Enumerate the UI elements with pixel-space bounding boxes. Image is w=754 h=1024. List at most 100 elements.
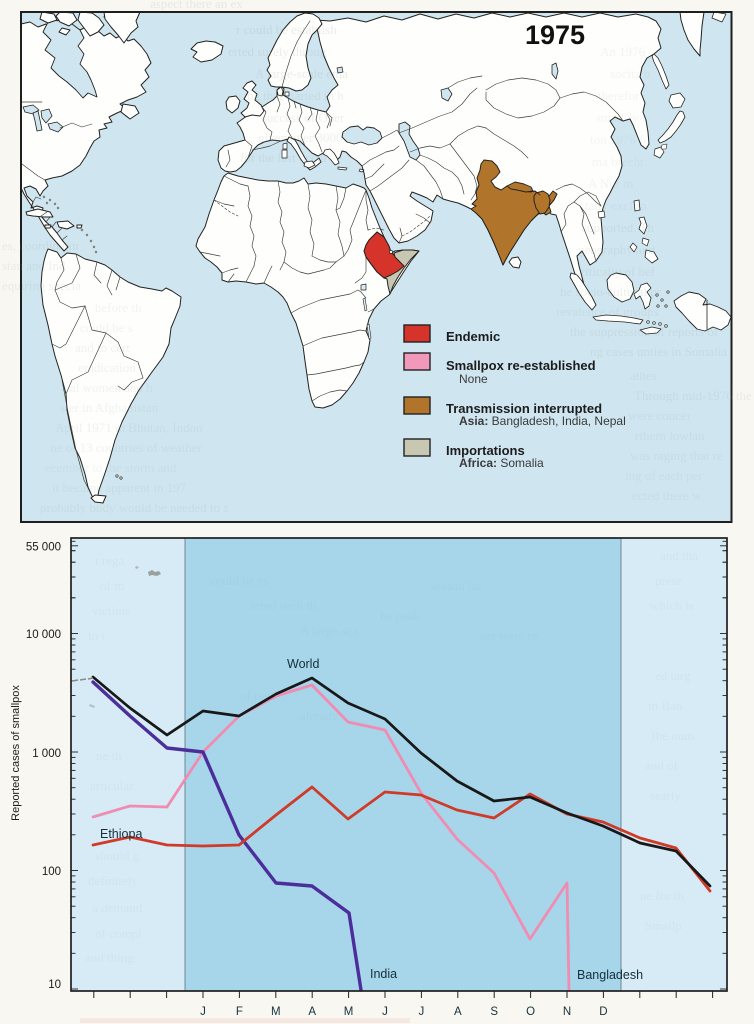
svg-text:victims: victims <box>92 603 130 618</box>
svg-text:ing of each per: ing of each per <box>625 468 703 483</box>
svg-text:A Nur m: A Nur m <box>588 176 634 191</box>
svg-text:geography and: geography and <box>578 242 655 257</box>
svg-text:could be s: could be s <box>80 320 133 335</box>
svg-text:for the last occur: for the last occur <box>240 150 328 165</box>
svg-text:A large-scale ema: A large-scale ema <box>255 66 348 81</box>
svg-text:therefor: therefor <box>598 88 640 103</box>
svg-text:O: O <box>526 1006 535 1018</box>
svg-text:of record: of record <box>240 688 288 703</box>
svg-text:in t: in t <box>88 628 105 643</box>
svg-text:Through mid-1976 the se: Through mid-1976 the se <box>634 388 754 403</box>
svg-text:articular: articular <box>90 778 134 793</box>
svg-text:ed targ: ed targ <box>655 668 691 683</box>
svg-text:searly: searly <box>650 788 682 803</box>
svg-text:An 1976: An 1976 <box>600 44 646 59</box>
svg-text:D: D <box>599 1006 607 1018</box>
svg-text:erted surely throug: erted surely throug <box>228 44 327 59</box>
svg-text:April 1971 in Bhutan, Indon: April 1971 in Bhutan, Indon <box>55 420 203 435</box>
svg-text:arted such th: arted such th <box>250 598 317 613</box>
svg-text:J: J <box>419 1006 425 1018</box>
svg-text:ne for th: ne for th <box>640 888 685 903</box>
svg-text:critically of bef: critically of bef <box>575 264 656 279</box>
svg-text:Endemic: Endemic <box>446 329 500 344</box>
svg-text:small-ly t: small-ly t <box>596 110 646 125</box>
svg-text:ne th: ne th <box>96 748 122 763</box>
svg-text:were concer: were concer <box>628 408 692 423</box>
svg-text:season las: season las <box>430 578 482 593</box>
svg-text:ses were re: ses were re <box>480 628 538 643</box>
svg-text:Smallpox re-established: Smallpox re-established <box>446 358 596 373</box>
svg-text:100: 100 <box>42 866 61 878</box>
svg-text:ne of 13 countries of weather: ne of 13 countries of weather <box>50 440 203 455</box>
svg-text:55 000: 55 000 <box>26 542 61 554</box>
svg-text:before th: before th <box>95 300 142 315</box>
svg-text:Asia: Bangladesh, India, Nepal: Asia: Bangladesh, India, Nepal <box>459 414 626 428</box>
svg-text:equiring specia: equiring specia <box>2 278 81 293</box>
svg-text:ng cases unties in Somalia: ng cases unties in Somalia <box>590 344 727 359</box>
svg-text:ected there w: ected there w <box>632 488 702 503</box>
svg-text:Ethiopa: Ethiopa <box>100 827 142 841</box>
svg-text:probably body would be needed: probably body would be needed to s <box>40 500 228 515</box>
svg-text:Smallp: Smallp <box>645 918 682 933</box>
svg-text:he peak: he peak <box>380 608 421 623</box>
svg-text:es, coordinatin: es, coordinatin <box>2 238 79 253</box>
svg-text:F: F <box>236 1006 243 1018</box>
svg-text:the num: the num <box>652 728 694 743</box>
svg-text:J: J <box>382 1006 388 1018</box>
svg-text:in Ban: in Ban <box>648 698 683 713</box>
svg-text:S: S <box>490 1006 498 1018</box>
svg-text:should g: should g <box>95 848 140 863</box>
svg-text:1 000: 1 000 <box>32 748 61 760</box>
svg-text:given over 3000: given over 3000 <box>258 130 342 145</box>
svg-text:ecember to the storm and: ecember to the storm and <box>45 460 177 475</box>
svg-text:10: 10 <box>48 979 61 991</box>
svg-text:ster in Afghanistan: ster in Afghanistan <box>60 400 159 415</box>
svg-text:al women and h: al women and h <box>70 380 153 395</box>
svg-text:of m: of m <box>100 578 124 593</box>
svg-text:India: India <box>370 967 397 981</box>
svg-text:tally exclim: tally exclim <box>585 198 647 213</box>
svg-text:None: None <box>459 372 488 386</box>
svg-text:supported. Th: supported. Th <box>582 220 654 235</box>
svg-text:Reported cases of smallpox: Reported cases of smallpox <box>10 685 22 821</box>
svg-text:athes: athes <box>630 368 657 383</box>
svg-text:already: already <box>300 708 339 723</box>
svg-text:the suppression of reports of: the suppression of reports of <box>570 324 719 339</box>
svg-text:1975: 1975 <box>525 20 585 50</box>
svg-text:eradication: eradication <box>78 360 136 375</box>
svg-text:aspect there an ex: aspect there an ex <box>150 0 243 11</box>
svg-text:A large-sca: A large-sca <box>300 623 359 638</box>
svg-text:socita b: socita b <box>610 66 650 81</box>
svg-text:ma brecht: ma brecht <box>592 154 644 169</box>
svg-text:and of: and of <box>645 758 679 773</box>
svg-text:A: A <box>308 1006 316 1018</box>
svg-text:M: M <box>271 1006 281 1018</box>
svg-text:which le: which le <box>650 598 695 613</box>
svg-text:ton 1976 fo: ton 1976 fo <box>590 132 650 147</box>
svg-text:stan and Ind: stan and Ind <box>2 258 66 273</box>
svg-text:and to cert: and to cert <box>75 340 130 355</box>
svg-text:J: J <box>200 1006 206 1018</box>
svg-text:of compl: of compl <box>95 926 142 941</box>
svg-text:A: A <box>454 1006 462 1018</box>
svg-text:Africa: Somalia: Africa: Somalia <box>459 456 544 470</box>
svg-text:Bangladesh: Bangladesh <box>577 968 643 982</box>
svg-text:definitely: definitely <box>88 873 138 888</box>
svg-text:M: M <box>344 1006 354 1018</box>
svg-text:and tha: and tha <box>660 548 698 563</box>
svg-text:ng that started in h: ng that started in h <box>247 88 344 103</box>
svg-text:success of Oper: success of Oper <box>262 110 345 125</box>
svg-text:revalence of groups: revalence of groups <box>556 304 659 319</box>
svg-text:N: N <box>563 1006 571 1018</box>
svg-text:Importations: Importations <box>446 443 525 458</box>
svg-text:World: World <box>287 657 319 671</box>
svg-text:he socio-cultural pr: he socio-cultural pr <box>560 284 662 299</box>
svg-text:a demand: a demand <box>92 900 143 915</box>
svg-text:r could be establish: r could be establish <box>236 22 337 37</box>
svg-text:was raging that re: was raging that re <box>630 448 723 463</box>
svg-text:and thing: and thing <box>85 950 134 965</box>
svg-text:t rega: t rega <box>95 553 124 568</box>
svg-text:could be es: could be es <box>210 573 268 588</box>
svg-text:it became apparent in 197: it became apparent in 197 <box>52 480 187 495</box>
svg-text:prese: prese <box>655 573 683 588</box>
